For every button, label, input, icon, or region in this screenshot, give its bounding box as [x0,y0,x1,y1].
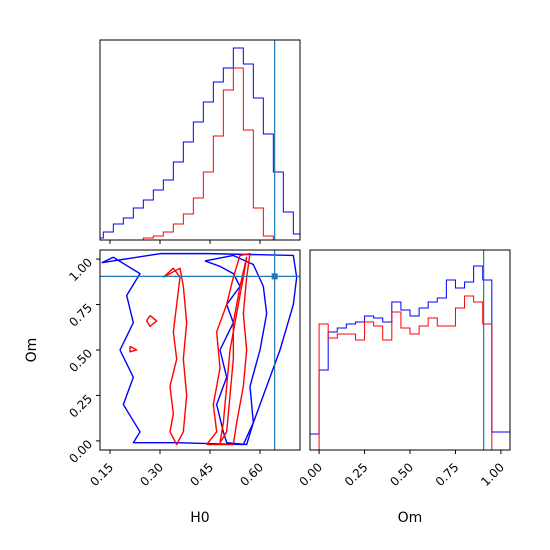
contour-red-speck-5 [145,314,158,328]
om-hist-x-tick-label-1: 0.25 [342,460,371,489]
contour-red-outer-3 [206,252,251,446]
contour-y-tick-label-0: 0.00 [66,437,95,466]
h0-om-contour-panel: 0.15 0.30 0.45 0.60 0.00 0.25 0.50 0.75 1.00 [66,249,301,489]
contour-y-tick-label-4: 1.00 [66,255,95,284]
om-hist-frame [309,249,511,451]
h0-hist-series-red [100,67,300,240]
h0-histogram-panel [99,39,301,244]
contour-y-tick-label-2: 0.50 [66,346,95,375]
contour-x-tick-label-3: 0.60 [237,460,266,489]
h0-hist-series-blue [100,47,300,239]
om-hist-x-tick-label-4: 1.00 [478,460,507,489]
contour-blue-outer-0 [101,252,298,446]
contour-y-tick-label-3: 0.75 [66,301,95,330]
y-axis-label-om: Om [24,338,40,363]
om-hist-x-tick-label-2: 0.50 [387,460,416,489]
contour-red-outer-2 [162,267,188,446]
x-axis-label-h0: H0 [190,510,209,526]
om-hist-series-blue [310,265,510,450]
x-axis-label-om: Om [398,510,423,526]
om-hist-x-tick-label-0: 0.00 [296,460,325,489]
contour-x-tick-label-0: 0.15 [87,460,116,489]
contour-red-inner-4 [219,256,248,444]
om-histogram-panel: 0.00 0.25 0.50 0.75 1.00 [296,249,511,489]
contour-x-tick-label-2: 0.45 [187,460,216,489]
h0-hist-frame [99,39,301,241]
om-hist-x-tick-label-3: 0.75 [433,460,462,489]
contour-y-tick-label-1: 0.25 [66,392,95,421]
contour-truth-marker [271,273,278,280]
axis-labels: H0 Om Om [24,338,422,526]
contour-x-tick-label-1: 0.30 [137,460,166,489]
om-hist-series-red [310,295,510,450]
contour-red-speck-6 [129,345,138,353]
contour-blue-inner-1 [204,254,268,446]
